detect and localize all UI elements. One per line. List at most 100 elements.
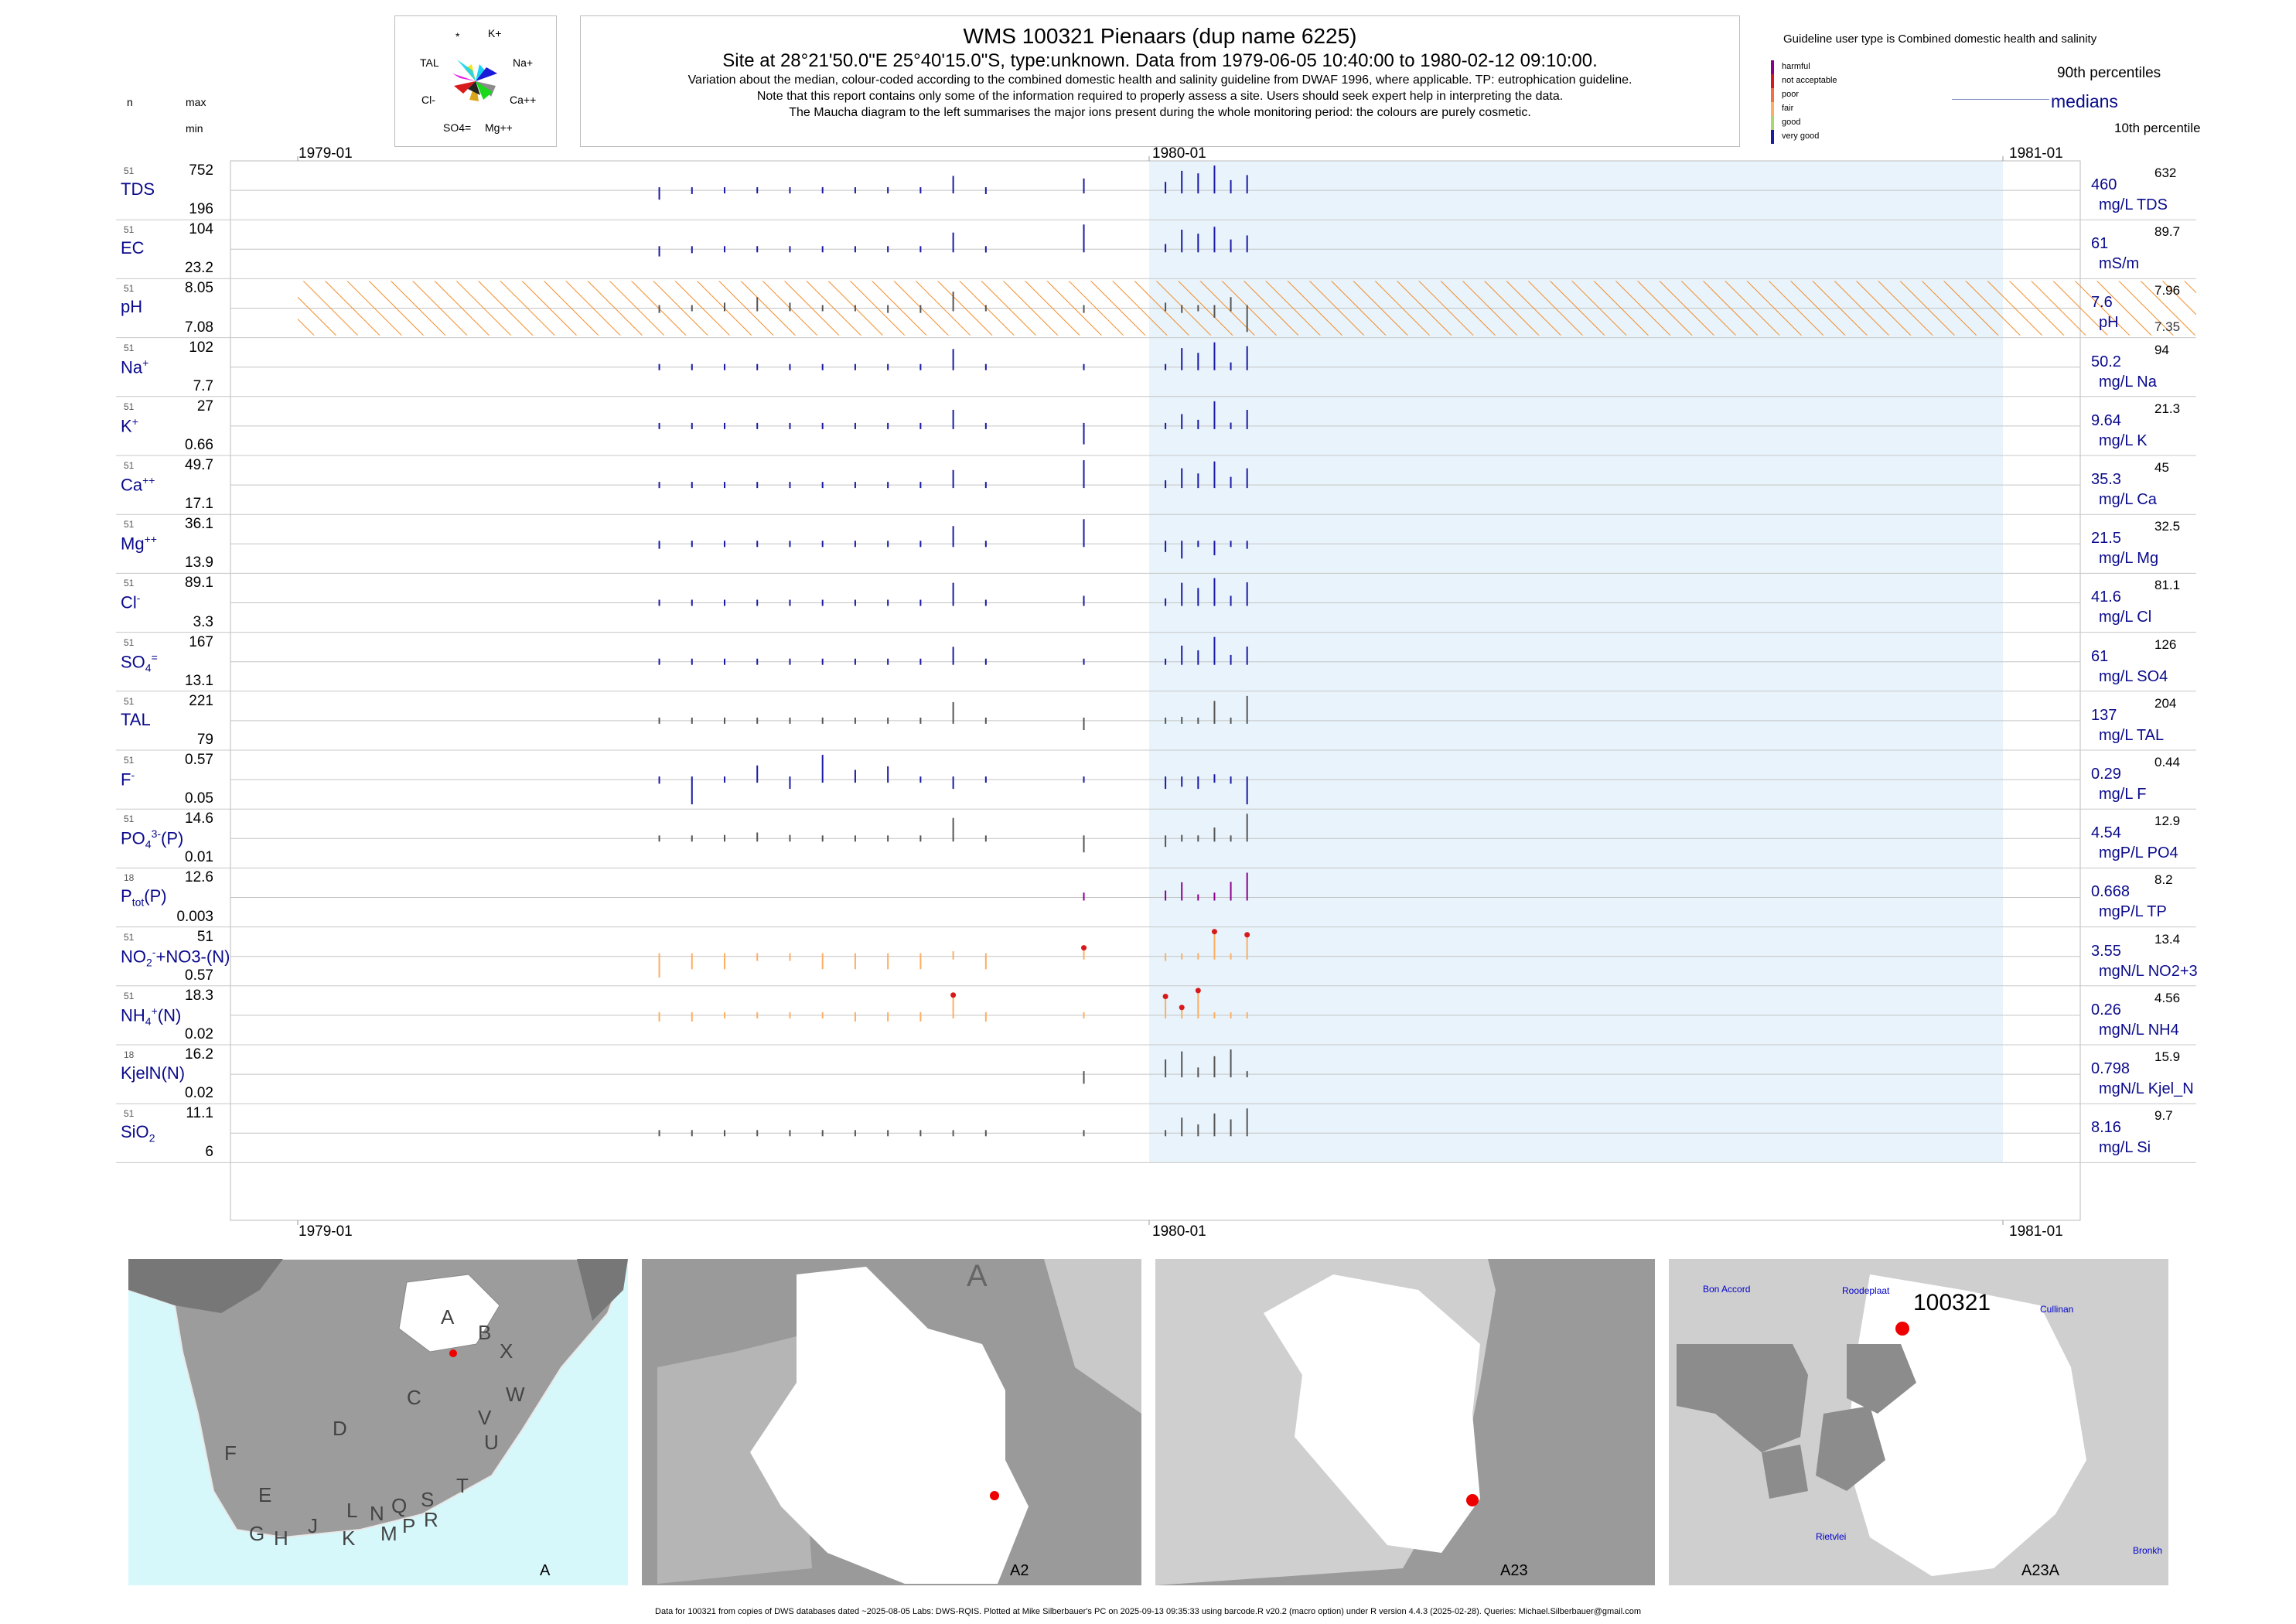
row-median: 137: [2091, 706, 2117, 724]
map-letter: W: [506, 1383, 525, 1406]
map-letter: A: [967, 1259, 988, 1293]
place-label: Rietvlei: [1816, 1531, 1847, 1542]
legend-item: good: [1782, 118, 1801, 127]
row-max: 36.1: [185, 516, 213, 533]
row-median: 21.5: [2091, 530, 2121, 548]
row-max: 11.1: [186, 1105, 213, 1122]
legend-median-line: [1952, 99, 2049, 100]
row-unit: mg/L F: [2099, 786, 2147, 803]
row-n: 51: [124, 283, 135, 295]
row-min: 0.05: [185, 790, 213, 807]
row-median: 0.668: [2091, 883, 2131, 901]
map-label: A23A: [2021, 1562, 2059, 1579]
maucha-segment: [457, 60, 476, 81]
map-letter: S: [421, 1488, 435, 1511]
row-max: 0.57: [185, 752, 213, 768]
row-median: 35.3: [2091, 471, 2121, 488]
map-a23: A23: [1155, 1259, 1655, 1585]
title-box: WMS 100321 Pienaars (dup name 6225) Site…: [580, 15, 1740, 147]
row-p90: 9.7: [2154, 1108, 2173, 1124]
row-median: 3.55: [2091, 942, 2121, 960]
row-unit: mgN/L NH4: [2099, 1021, 2179, 1039]
row-p90: 15.9: [2154, 1049, 2181, 1064]
note-line: The Maucha diagram to the left summarise…: [789, 106, 1531, 119]
legend-item: fair: [1782, 104, 1794, 113]
row-p90: 0.44: [2154, 755, 2181, 769]
row-p90: 94: [2154, 342, 2169, 357]
legend-item: poor: [1782, 90, 1800, 99]
row-unit: mgP/L PO4: [2099, 844, 2178, 862]
row-param: Ptot(P): [121, 886, 167, 909]
map-a23a: 100321 Bon Accord Roodeplaat Cullinan Ri…: [1669, 1259, 2168, 1585]
row-param: EC: [121, 238, 145, 258]
row-max: 16.2: [185, 1046, 213, 1063]
map-letter: G: [249, 1522, 265, 1545]
row-n: 51: [124, 695, 135, 707]
map-letter: R: [424, 1508, 438, 1531]
row-param: Na+: [121, 356, 149, 377]
row-unit: mg/L K: [2099, 432, 2148, 449]
row-p90: 4.56: [2154, 990, 2181, 1005]
map-letter: B: [478, 1321, 492, 1344]
maucha-label: Cl-: [421, 94, 435, 106]
site-label: 100321: [1913, 1290, 1991, 1315]
row-median: 7.6: [2091, 294, 2113, 312]
row-min: 0.003: [176, 908, 213, 925]
map-letter: M: [380, 1522, 397, 1545]
map-svg: [642, 1259, 1141, 1585]
x-tick-label: 1981-01: [2009, 145, 2063, 162]
barcode-plot: [116, 156, 2196, 1225]
row-unit: mg/L Ca: [2099, 491, 2157, 508]
row-max: 18.3: [185, 987, 213, 1004]
row-median: 50.2: [2091, 353, 2121, 370]
row-max: 51: [196, 928, 213, 945]
map-svg: [1677, 1274, 2086, 1576]
row-min: 0.01: [185, 849, 213, 866]
row-param: SiO2: [121, 1122, 155, 1145]
maucha-svg: [452, 60, 497, 101]
maucha-label: SO4=: [443, 121, 472, 134]
row-p90: 7.96: [2154, 283, 2181, 299]
row-n: 51: [124, 990, 135, 1001]
maucha-label: Na+: [513, 56, 534, 69]
map-letter: Q: [391, 1494, 408, 1517]
row-param: PO43-(P): [121, 827, 184, 851]
note-line: Variation about the median, colour-coded…: [687, 73, 1632, 87]
row-max: 89.1: [185, 575, 213, 592]
maucha-segment: [476, 64, 485, 81]
row-median: 0.29: [2091, 766, 2121, 783]
row-n: 51: [124, 342, 135, 353]
row-max: 8.05: [185, 280, 213, 297]
row-param: pH: [121, 297, 143, 317]
map-letter: T: [456, 1474, 469, 1497]
row-min: 7.08: [185, 319, 213, 336]
header-n: n: [127, 96, 133, 108]
row-unit: mgN/L Kjel_N: [2099, 1080, 2194, 1097]
row-unit: mg/L Mg: [2099, 550, 2159, 568]
maucha-label: K+: [488, 27, 502, 39]
maucha-label: Mg++: [485, 121, 513, 134]
row-min: 6: [205, 1144, 213, 1161]
exceedance-marker: [950, 992, 957, 998]
x-tick-label: 1979-01: [299, 145, 353, 162]
row-p90: 21.3: [2154, 401, 2181, 416]
map-letter: V: [478, 1406, 492, 1429]
legend-item: not acceptable: [1782, 76, 1837, 85]
row-n: 51: [124, 931, 135, 943]
row-n: 51: [124, 165, 135, 176]
maucha-segment: [468, 81, 480, 95]
row-param: Ca++: [121, 474, 155, 495]
row-min: 23.2: [185, 260, 213, 277]
row-n: 51: [124, 224, 135, 236]
row-min: 196: [189, 201, 213, 218]
exceedance-marker: [1244, 932, 1250, 938]
x-tick-label: 1979-01: [299, 1223, 353, 1240]
row-param: Cl-: [121, 592, 141, 612]
row-n: 51: [124, 814, 135, 825]
map-svg: [128, 1259, 628, 1539]
row-unit: mg/L Si: [2099, 1139, 2151, 1157]
maucha-segment: [476, 67, 497, 81]
map-letter: U: [484, 1431, 499, 1454]
row-p90: 12.9: [2154, 814, 2181, 829]
row-p90: 204: [2154, 695, 2177, 711]
